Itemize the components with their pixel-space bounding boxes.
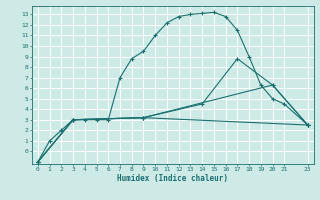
X-axis label: Humidex (Indice chaleur): Humidex (Indice chaleur): [117, 174, 228, 183]
